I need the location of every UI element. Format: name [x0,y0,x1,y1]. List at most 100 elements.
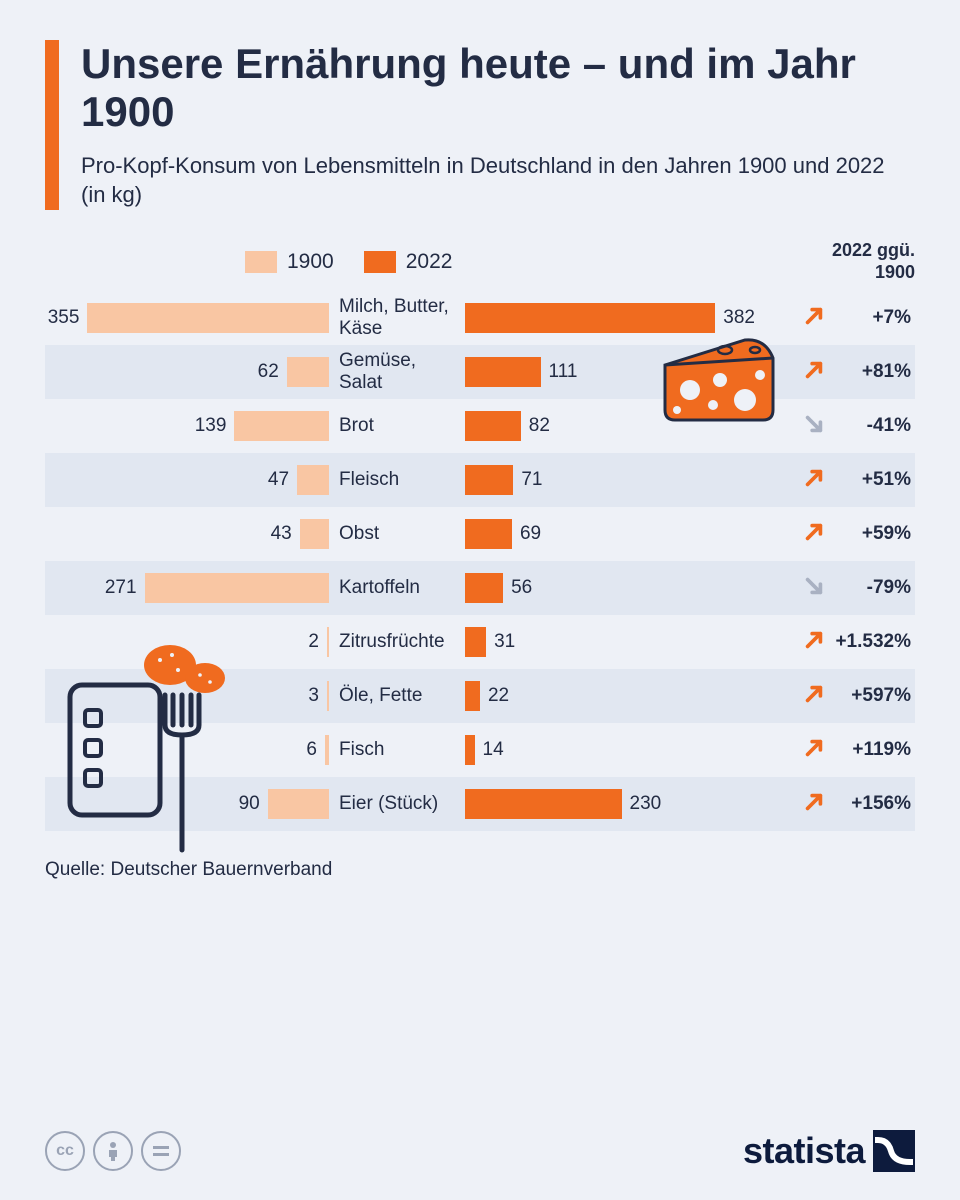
logo-mark-icon [873,1130,915,1172]
change-value: +7% [833,307,911,329]
trend-arrow-icon [803,359,825,386]
trend-arrow-icon [803,737,825,764]
bar-2022 [465,573,503,603]
trend-arrow-icon [803,629,825,656]
category-label: Fisch [335,739,465,761]
trend-arrow-icon [803,467,825,494]
change-value: +156% [833,793,911,815]
data-row: 43 Obst 69 +59% [45,507,915,561]
legend-label-2022: 2022 [406,250,453,274]
bar-2022 [465,519,512,549]
chart-title: Unsere Ernährung heute – und im Jahr 190… [81,40,915,137]
category-label: Obst [335,523,465,545]
bar-2022 [465,627,486,657]
change-cell: +156% [755,791,915,818]
statista-logo: statista [743,1130,915,1172]
value-2022: 14 [483,739,504,761]
legend-1900: 1900 [245,250,334,274]
bar-2022 [465,735,475,765]
change-cell: +59% [755,521,915,548]
category-label: Milch, Butter, Käse [335,296,465,340]
bar-1900-cell: 139 [45,399,335,453]
change-value: +597% [833,685,911,707]
value-1900: 139 [195,415,227,437]
bar-1900 [297,465,329,495]
value-2022: 82 [529,415,550,437]
bar-1900 [268,789,329,819]
chart-subtitle: Pro-Kopf-Konsum von Lebensmitteln in Deu… [81,151,915,210]
data-row: 355 Milch, Butter, Käse 382 +7% [45,291,915,345]
category-label: Brot [335,415,465,437]
change-value: -41% [833,415,911,437]
bar-2022-cell: 71 [465,453,755,507]
bar-1900 [327,681,329,711]
category-label: Gemüse, Salat [335,350,465,394]
data-row: 47 Fleisch 71 +51% [45,453,915,507]
legend-2022: 2022 [364,250,453,274]
data-row: 271 Kartoffeln 56 -79% [45,561,915,615]
trend-arrow-icon [803,791,825,818]
bar-2022-cell: 31 [465,615,755,669]
value-1900: 47 [268,469,289,491]
category-label: Fleisch [335,469,465,491]
value-2022: 31 [494,631,515,653]
data-row: 3 Öle, Fette 22 +597% [45,669,915,723]
value-1900: 62 [258,361,279,383]
data-row: 90 Eier (Stück) 230 +156% [45,777,915,831]
bar-2022 [465,465,513,495]
legend-swatch-1900 [245,251,277,273]
bar-1900-cell: 90 [45,777,335,831]
bar-2022-cell: 22 [465,669,755,723]
legend-change-line2: 1900 [832,262,915,284]
bar-2022-cell: 111 [465,345,755,399]
infographic-container: Unsere Ernährung heute – und im Jahr 190… [0,0,960,1200]
bar-1900-cell: 271 [45,561,335,615]
data-row: 62 Gemüse, Salat 111 +81% [45,345,915,399]
bar-2022-cell: 230 [465,777,755,831]
change-cell: +597% [755,683,915,710]
change-cell: -41% [755,413,915,440]
legend-label-1900: 1900 [287,250,334,274]
legend-change-line1: 2022 ggü. [832,240,915,262]
bar-1900-cell: 2 [45,615,335,669]
value-1900: 3 [308,685,319,707]
value-1900: 271 [105,577,137,599]
bar-2022 [465,681,480,711]
value-2022: 56 [511,577,532,599]
bar-1900 [300,519,329,549]
change-cell: +81% [755,359,915,386]
value-1900: 355 [48,307,80,329]
bar-2022-cell: 82 [465,399,755,453]
title-block: Unsere Ernährung heute – und im Jahr 190… [81,40,915,210]
value-2022: 71 [521,469,542,491]
change-cell: +51% [755,467,915,494]
bar-1900 [325,735,329,765]
value-1900: 2 [308,631,319,653]
bar-1900-cell: 47 [45,453,335,507]
bar-1900-cell: 43 [45,507,335,561]
change-cell: +119% [755,737,915,764]
cc-by-icon [93,1131,133,1171]
bar-1900-cell: 62 [45,345,335,399]
trend-arrow-icon [803,575,825,602]
change-value: +81% [833,361,911,383]
cc-license-block: cc [45,1131,181,1171]
data-row: 6 Fisch 14 +119% [45,723,915,777]
bar-2022 [465,357,541,387]
change-cell: +1.532% [755,629,915,656]
category-label: Kartoffeln [335,577,465,599]
change-value: +1.532% [833,631,911,653]
bar-2022 [465,411,521,441]
bar-1900 [234,411,329,441]
logo-text: statista [743,1130,865,1172]
value-1900: 90 [239,793,260,815]
bar-1900 [287,357,329,387]
trend-arrow-icon [803,521,825,548]
bar-1900 [145,573,329,603]
value-1900: 6 [306,739,317,761]
category-label: Öle, Fette [335,685,465,707]
bar-2022 [465,303,715,333]
bar-2022-cell: 382 [465,291,755,345]
data-row: 2 Zitrusfrüchte 31 +1.532% [45,615,915,669]
change-value: +119% [833,739,911,761]
